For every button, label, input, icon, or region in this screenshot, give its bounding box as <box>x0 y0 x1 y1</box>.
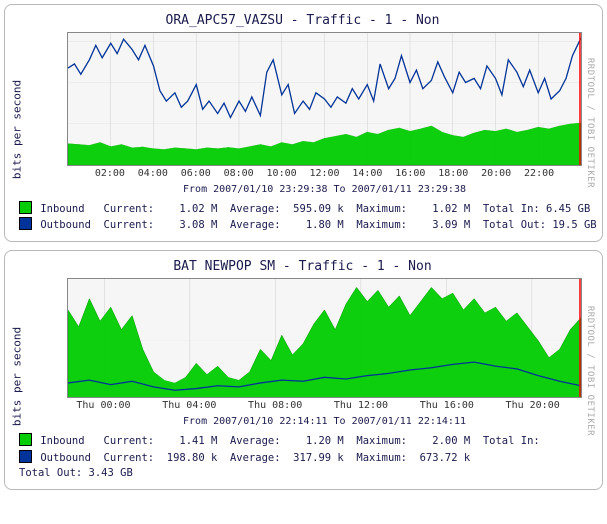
x-tick-label: Thu 08:00 <box>248 400 302 411</box>
chart-title: ORA_APC57_VAZSU - Traffic - 1 - Non <box>13 13 592 28</box>
x-tick-label: 10:00 <box>267 168 297 179</box>
time-range: From 2007/01/10 22:14:11 To 2007/01/11 2… <box>67 416 582 427</box>
legend-text: Outbound Current: 3.08 M Average: 1.80 M… <box>34 219 597 231</box>
legend-text: Inbound Current: 1.41 M Average: 1.20 M … <box>34 435 546 447</box>
chart-wrap: 0.0 M1.0 M2.0 M3.0 M 02:00 04:00 06:00 08:00… <box>67 32 582 195</box>
chart-title: BAT NEWPOP SM - Traffic - 1 - Non <box>13 259 592 274</box>
x-tick-label: 02:00 <box>95 168 125 179</box>
x-tick-label: 14:00 <box>352 168 382 179</box>
x-tick-label: Thu 00:00 <box>76 400 130 411</box>
watermark: RRDTOOL / TOBI OETIKER <box>585 305 595 435</box>
x-tick-label: 12:00 <box>309 168 339 179</box>
legend-swatch <box>19 217 32 230</box>
x-ticks: 02:00 04:00 06:00 08:00 10:00 12:00 14:00 16:00… <box>67 168 582 182</box>
x-tick-label: 20:00 <box>481 168 511 179</box>
x-tick-label: 06:00 <box>181 168 211 179</box>
traffic-panel: BAT NEWPOP SM - Traffic - 1 - Non bits pe… <box>4 250 603 490</box>
legend-row: Outbound Current: 3.08 M Average: 1.80 M… <box>19 217 592 233</box>
x-tick-label: 16:00 <box>395 168 425 179</box>
legend-row: Inbound Current: 1.02 M Average: 595.09 … <box>19 201 592 217</box>
x-tick-label: 18:00 <box>438 168 468 179</box>
x-tick-label: 04:00 <box>138 168 168 179</box>
plot-area: 0.0 M1.0 M2.0 M3.0 M <box>67 32 582 166</box>
chart-wrap: 1.0 M Thu 00:00 Thu 04:00 Thu 08:00 Thu 12:0… <box>67 278 582 427</box>
traffic-panel: ORA_APC57_VAZSU - Traffic - 1 - Non bits … <box>4 4 603 242</box>
x-tick-label: 22:00 <box>524 168 554 179</box>
legend-row: Outbound Current: 198.80 k Average: 317.… <box>19 450 592 466</box>
legend: Inbound Current: 1.41 M Average: 1.20 M … <box>19 433 592 481</box>
x-ticks: Thu 00:00 Thu 04:00 Thu 08:00 Thu 12:00 Thu … <box>67 400 582 414</box>
legend-row: Inbound Current: 1.41 M Average: 1.20 M … <box>19 433 592 449</box>
legend-swatch <box>19 450 32 463</box>
x-tick-label: Thu 04:00 <box>162 400 216 411</box>
x-tick-label: Thu 16:00 <box>420 400 474 411</box>
x-tick-label: 08:00 <box>224 168 254 179</box>
time-range: From 2007/01/10 23:29:38 To 2007/01/11 2… <box>67 184 582 195</box>
watermark: RRDTOOL / TOBI OETIKER <box>585 58 595 188</box>
x-tick-label: Thu 12:00 <box>334 400 388 411</box>
series-inbound <box>68 288 581 398</box>
y-axis-label: bits per second <box>10 327 23 426</box>
legend-footer: Total Out: 3.43 GB <box>19 466 592 481</box>
legend-text: Outbound Current: 198.80 k Average: 317.… <box>34 452 489 464</box>
plot-area: 1.0 M <box>67 278 582 398</box>
legend-text: Inbound Current: 1.02 M Average: 595.09 … <box>34 203 590 215</box>
legend: Inbound Current: 1.02 M Average: 595.09 … <box>19 201 592 233</box>
legend-swatch <box>19 201 32 214</box>
x-tick-label: Thu 20:00 <box>506 400 560 411</box>
y-axis-label: bits per second <box>10 80 23 179</box>
legend-swatch <box>19 433 32 446</box>
